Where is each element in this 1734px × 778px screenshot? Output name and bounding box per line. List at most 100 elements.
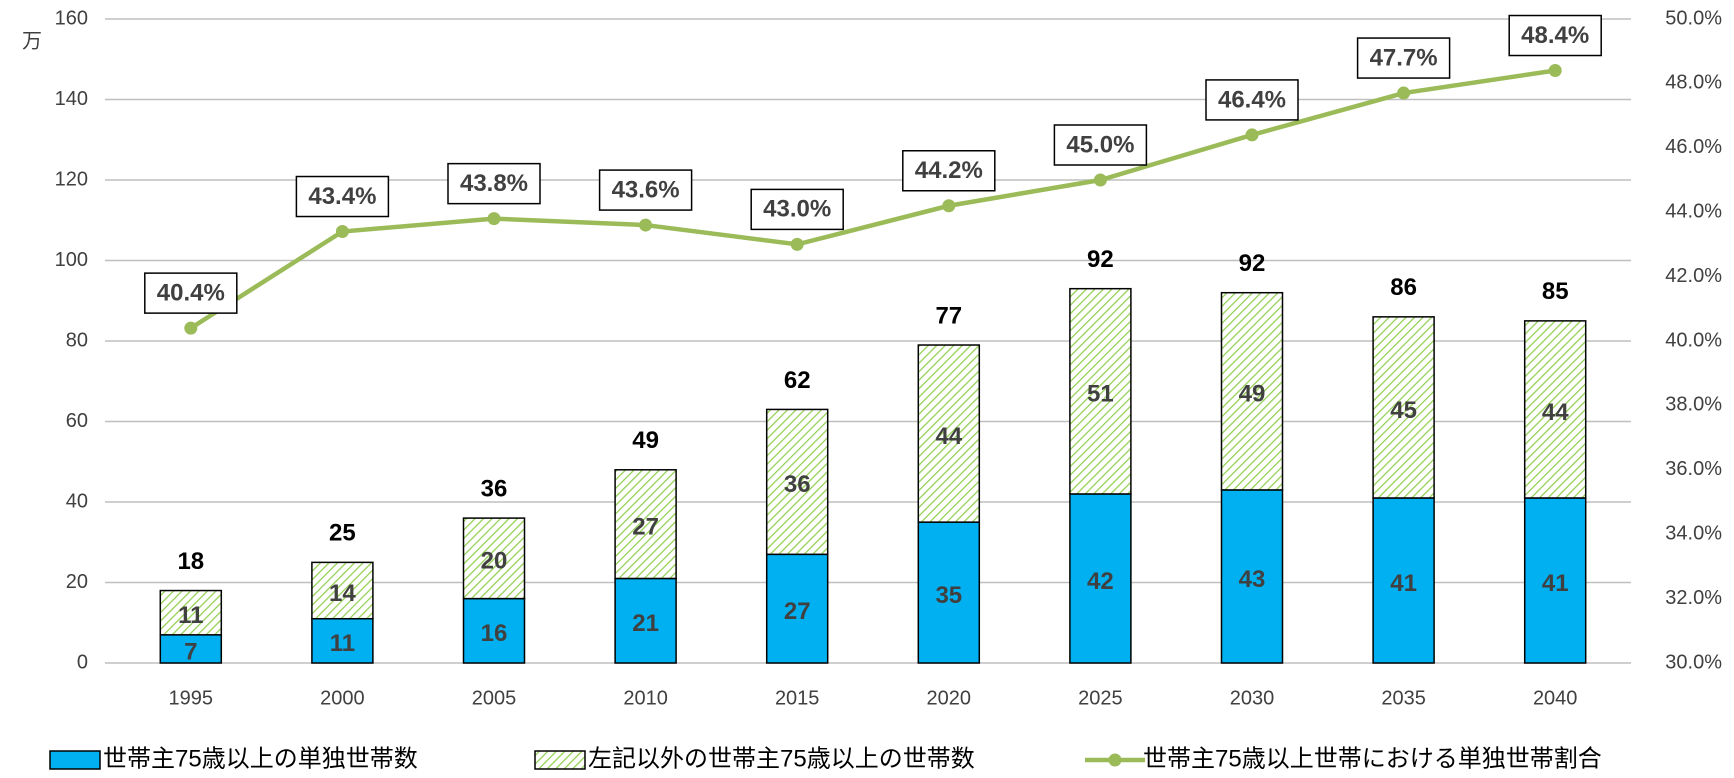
segment-label: 51	[1087, 381, 1114, 408]
y2-tick-label: 40.0%	[1665, 329, 1722, 351]
y-tick-label: 120	[55, 168, 88, 190]
x-tick-label: 2000	[320, 687, 365, 709]
segment-label: 21	[632, 610, 659, 637]
line-point	[335, 225, 349, 239]
y2-tick-label: 46.0%	[1665, 136, 1722, 158]
segment-label: 20	[481, 548, 508, 575]
x-tick-label: 2040	[1533, 687, 1578, 709]
y2-tick-label: 34.0%	[1665, 522, 1722, 544]
segment-label: 49	[1239, 381, 1266, 408]
line-point	[1397, 86, 1411, 100]
line-point	[1245, 128, 1259, 142]
bar-segment	[1372, 497, 1435, 664]
segment-label: 11	[330, 630, 355, 657]
bar-segment	[462, 517, 526, 600]
segment-label: 27	[784, 598, 811, 625]
y-tick-label: 60	[66, 410, 88, 432]
bar-segment	[1523, 497, 1587, 664]
bar-segment	[311, 617, 374, 664]
y2-tick-label: 30.0%	[1665, 651, 1722, 673]
bar-segment	[917, 344, 981, 523]
y-axis-label: 万	[22, 30, 42, 52]
total-label: 86	[1390, 274, 1417, 301]
line-value-label: 48.4%	[1521, 22, 1589, 49]
y-tick-label: 80	[66, 329, 88, 351]
legend-marker	[1108, 753, 1122, 767]
y-tick-label: 0	[77, 651, 88, 673]
segment-label: 43	[1239, 566, 1266, 593]
x-tick-label: 1995	[169, 687, 214, 709]
y-tick-label: 20	[66, 571, 88, 593]
bar-segment	[159, 589, 223, 636]
line-point	[790, 237, 804, 251]
total-label: 18	[177, 548, 204, 575]
total-label: 25	[329, 520, 356, 547]
total-label: 92	[1087, 246, 1114, 273]
line	[189, 68, 1556, 331]
total-label: 92	[1239, 250, 1266, 277]
total-label: 62	[784, 367, 811, 394]
line-point	[487, 212, 501, 226]
total-label: 49	[632, 427, 659, 454]
label-box	[1205, 79, 1299, 121]
y2-tick-label: 42.0%	[1665, 265, 1722, 287]
legend-label: 世帯主75歳以上の単独世帯数	[103, 745, 418, 772]
y-tick-label: 40	[66, 490, 88, 512]
total-label: 77	[935, 302, 962, 329]
segment-label: 42	[1087, 568, 1114, 595]
label-box	[750, 188, 844, 231]
line-value-label: 43.8%	[460, 170, 528, 197]
y2-tick-label: 50.0%	[1665, 7, 1722, 29]
legend-swatch	[49, 750, 101, 770]
label-box	[902, 150, 996, 192]
segment-label: 11	[178, 602, 203, 629]
line-value-label: 47.7%	[1370, 44, 1438, 71]
segment-label: 41	[1542, 570, 1569, 597]
label-box	[1508, 14, 1602, 57]
label-box	[598, 169, 693, 211]
line-point	[942, 199, 956, 213]
total-label: 85	[1542, 278, 1569, 305]
label-box	[1053, 124, 1148, 166]
bar-segment	[917, 521, 981, 664]
label-box	[447, 162, 541, 205]
segment-label: 44	[935, 423, 962, 450]
bar-segment	[1523, 320, 1587, 499]
line-value-label: 45.0%	[1066, 131, 1134, 158]
total-label: 36	[481, 475, 508, 502]
legend-swatch	[534, 750, 586, 770]
y2-tick-label: 38.0%	[1665, 394, 1722, 416]
x-tick-label: 2015	[775, 687, 820, 709]
bar-segment	[311, 561, 374, 620]
bar-segment	[1069, 287, 1132, 495]
x-tick-label: 2025	[1078, 687, 1123, 709]
x-tick-label: 2005	[472, 687, 517, 709]
line-point	[1093, 173, 1107, 187]
segment-label: 16	[481, 620, 508, 647]
y-tick-label: 100	[55, 249, 88, 271]
bar-segment	[1220, 291, 1284, 491]
line-value-label: 44.2%	[915, 157, 983, 184]
y2-tick-label: 44.0%	[1665, 200, 1722, 222]
x-tick-label: 2030	[1230, 687, 1275, 709]
segment-label: 45	[1390, 397, 1417, 424]
legend-label: 世帯主75歳以上世帯における単独世帯割合	[1143, 745, 1602, 772]
bar-segment	[765, 408, 829, 556]
segment-label: 14	[329, 580, 356, 607]
x-tick-label: 2010	[623, 687, 668, 709]
bar-segment	[1220, 489, 1284, 664]
x-tick-label: 2035	[1381, 687, 1426, 709]
line-value-label: 40.4%	[157, 279, 225, 306]
label-box	[144, 272, 238, 314]
bar-segment	[1372, 316, 1435, 499]
segment-label: 27	[632, 513, 659, 540]
line-value-label: 46.4%	[1218, 86, 1286, 113]
x-tick-label: 2020	[927, 687, 972, 709]
line-point	[184, 321, 198, 335]
y-tick-label: 160	[55, 7, 88, 29]
line-value-label: 43.4%	[308, 183, 376, 210]
line-point	[1548, 64, 1562, 78]
segment-label: 41	[1390, 570, 1417, 597]
bar-segment	[614, 577, 677, 664]
